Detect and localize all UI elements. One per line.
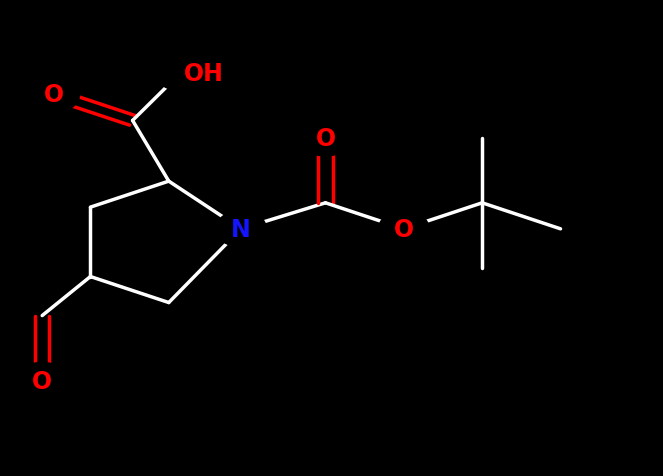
Circle shape [215, 211, 267, 248]
Circle shape [156, 55, 206, 92]
Circle shape [300, 120, 351, 157]
Circle shape [29, 77, 80, 113]
Text: O: O [316, 127, 335, 150]
Text: O: O [394, 218, 414, 241]
Circle shape [17, 363, 68, 399]
Text: O: O [44, 83, 64, 107]
Circle shape [379, 211, 429, 248]
Text: OH: OH [184, 61, 223, 86]
Text: O: O [32, 369, 52, 393]
Text: N: N [231, 218, 251, 241]
